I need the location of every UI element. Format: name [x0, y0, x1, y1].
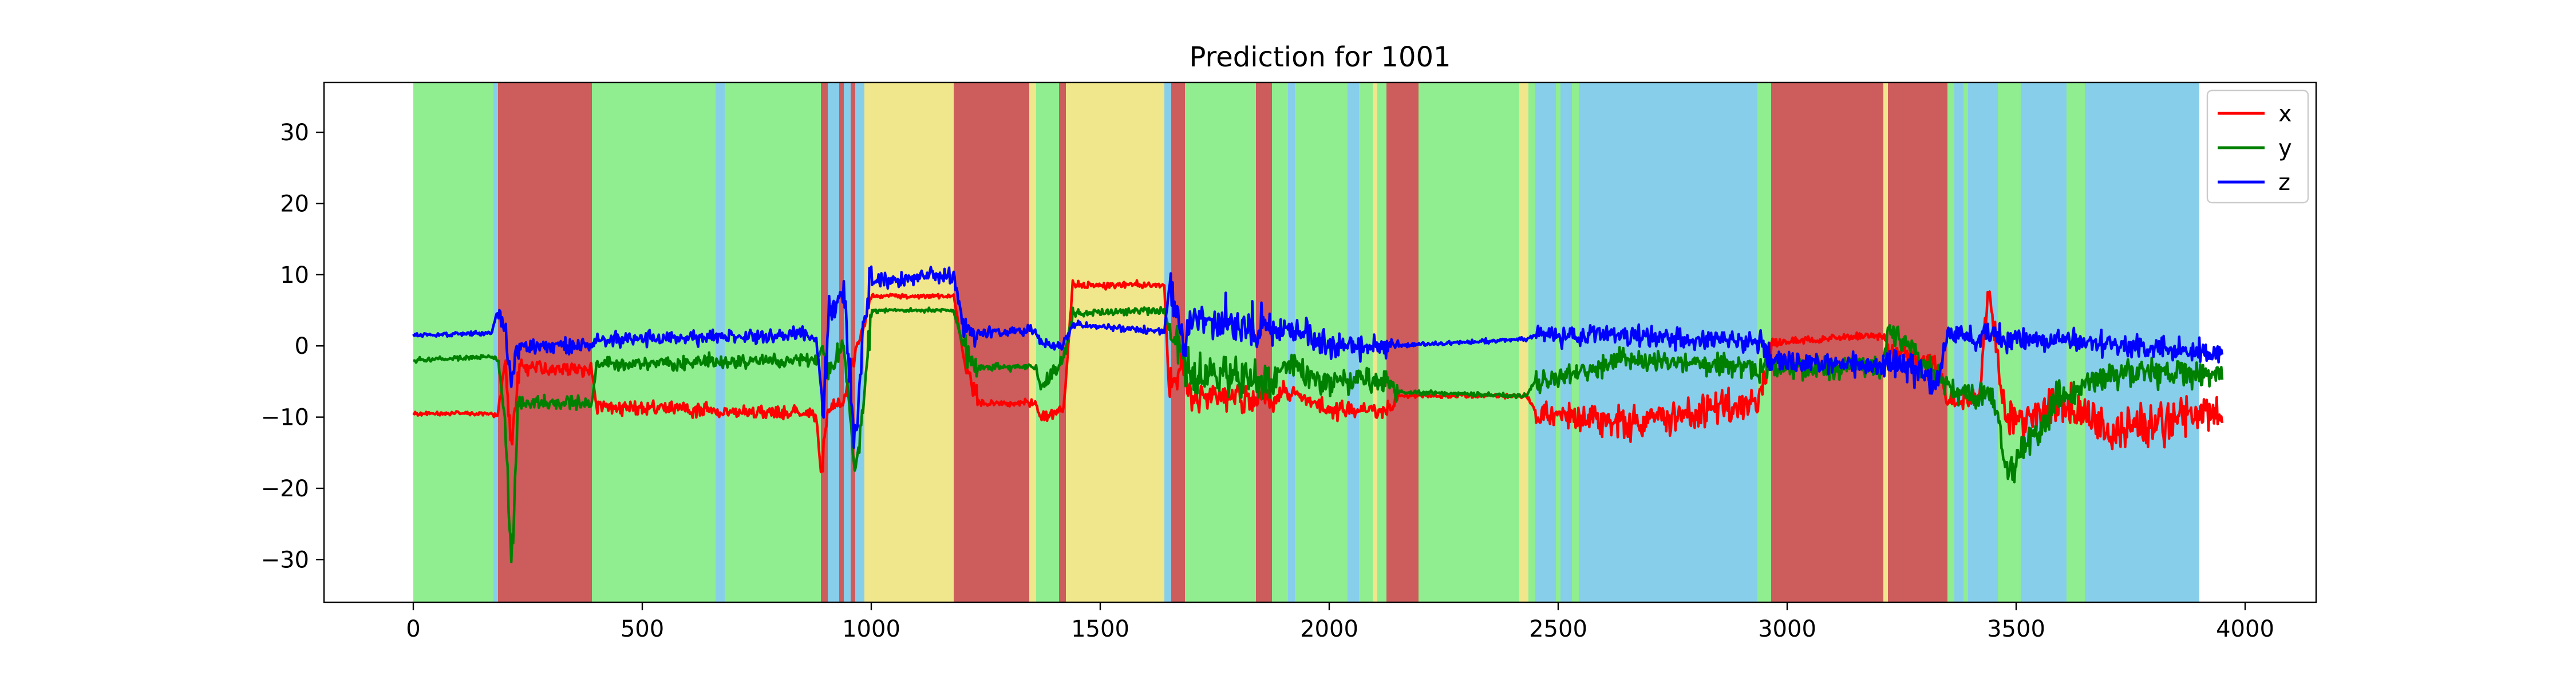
x-tick-label: 4000: [2216, 616, 2274, 642]
class-segment-blue: [1954, 82, 1963, 602]
class-segment-green: [1947, 82, 1954, 602]
background-segments: [413, 82, 2199, 602]
class-segment-green: [1272, 82, 1288, 602]
plot-area: [323, 81, 2317, 603]
x-tick-label: 500: [621, 616, 664, 642]
y-tick-label: 20: [280, 191, 309, 217]
x-tick-label: 3000: [1758, 616, 1816, 642]
class-segment-blue: [1560, 82, 1572, 602]
y-tick-label: −20: [261, 476, 309, 502]
class-segment-blue: [493, 82, 498, 602]
class-segment-yellow: [1066, 82, 1164, 602]
class-segment-green: [1963, 82, 1968, 602]
y-axis: −30 −20 −10 0 10 20 30: [261, 120, 324, 573]
x-axis: 0 500 1000 1500 2000 2500 3000 3500 4000: [406, 602, 2274, 642]
legend: xyz: [2206, 89, 2309, 204]
x-tick-label: 3500: [1987, 616, 2045, 642]
class-segment-yellow: [864, 82, 954, 602]
x-tick-label: 2000: [1300, 616, 1358, 642]
legend-label-z: z: [2278, 169, 2290, 196]
x-tick-label: 0: [406, 616, 420, 642]
y-tick-label: −10: [261, 405, 309, 431]
class-segment-green: [1528, 82, 1535, 602]
y-tick-label: 0: [295, 333, 309, 360]
class-segment-green: [1572, 82, 1579, 602]
class-segment-blue: [1535, 82, 1556, 602]
y-tick-label: 30: [280, 120, 309, 146]
class-segment-yellow: [1519, 82, 1528, 602]
class-segment-blue: [1579, 82, 1757, 602]
series-lines: [412, 265, 2224, 563]
class-segment-green: [1556, 82, 1560, 602]
x-tick-label: 1000: [842, 616, 900, 642]
class-segment-red: [1059, 82, 1066, 602]
chart-title: Prediction for 1001: [1189, 41, 1451, 73]
class-segment-red: [851, 82, 855, 602]
class-segment-green: [1185, 82, 1256, 602]
class-segment-blue: [716, 82, 725, 602]
series-line-z: [412, 265, 2224, 449]
class-segment-blue: [828, 82, 839, 602]
x-tick-label: 2500: [1529, 616, 1587, 642]
legend-label-x: x: [2278, 101, 2292, 127]
class-segment-red: [1888, 82, 1947, 602]
y-tick-label: 10: [280, 262, 309, 289]
class-segment-yellow: [1029, 82, 1036, 602]
x-tick-label: 1500: [1071, 616, 1129, 642]
y-tick-label: −30: [261, 547, 309, 573]
plot-frame: [323, 81, 2317, 603]
legend-label-y: y: [2278, 135, 2292, 161]
class-segment-blue: [1288, 82, 1295, 602]
class-segment-green: [413, 82, 493, 602]
